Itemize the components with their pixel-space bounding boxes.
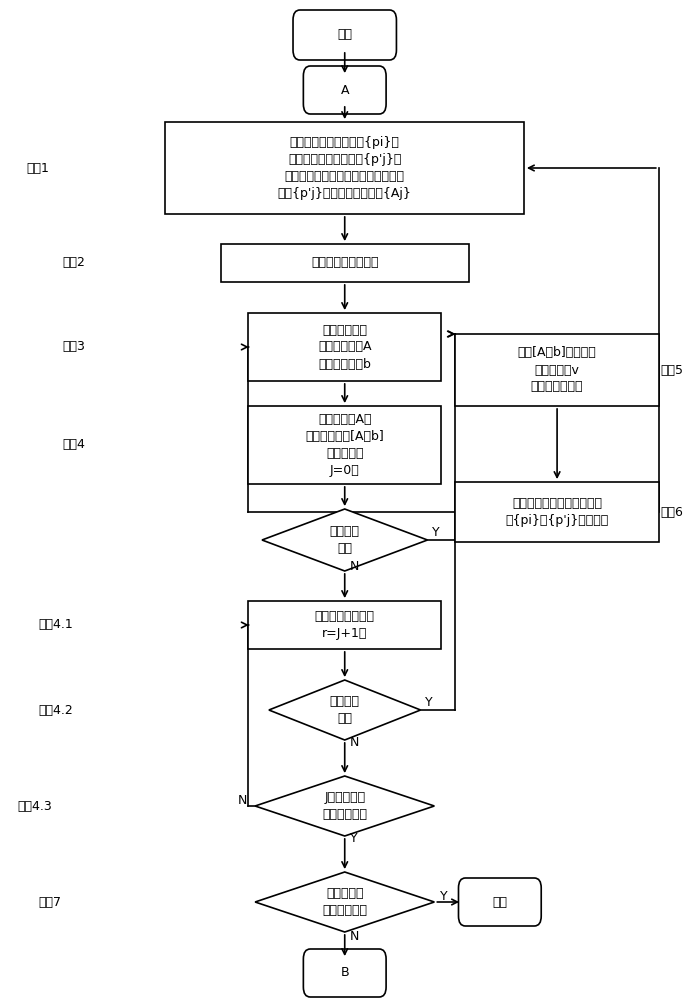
Text: 基准平面是
否符合要求？: 基准平面是 否符合要求？ bbox=[322, 887, 367, 917]
Text: Y: Y bbox=[350, 832, 357, 846]
Polygon shape bbox=[255, 872, 435, 932]
Bar bbox=[248, 601, 441, 649]
Bar bbox=[455, 482, 659, 542]
Text: N: N bbox=[350, 930, 359, 942]
Bar bbox=[248, 313, 441, 381]
Text: J是否为关键
序号集数目？: J是否为关键 序号集数目？ bbox=[322, 791, 367, 821]
Text: 步骤4.2: 步骤4.2 bbox=[38, 704, 72, 716]
Text: 建立基准状态元素集: 建立基准状态元素集 bbox=[311, 256, 379, 269]
Bar bbox=[455, 334, 659, 406]
Text: 根据[A，b]计算测点
的寻优方向v
（三参数形式）: 根据[A，b]计算测点 的寻优方向v （三参数形式） bbox=[518, 347, 596, 393]
Text: 步骤6: 步骤6 bbox=[660, 506, 683, 518]
FancyBboxPatch shape bbox=[304, 66, 386, 114]
Text: 秩是否相
等？: 秩是否相 等？ bbox=[330, 525, 359, 555]
Polygon shape bbox=[262, 509, 428, 571]
Text: N: N bbox=[237, 794, 247, 806]
Text: 根据关键点集
建立分析矩阵A
和分析列向量b: 根据关键点集 建立分析矩阵A 和分析列向量b bbox=[318, 324, 371, 370]
Text: 以追及问题求新的关键点，
对{pi}和{p'j}进行更新: 以追及问题求新的关键点， 对{pi}和{p'j}进行更新 bbox=[506, 497, 609, 527]
Text: 获取被测轴线的测点集{pi}；
获取基准平面的测点集{p'j}；
获得初始关键序号；设定边界位置；
根据{p'j}建立特征行向量集{Aj}: 获取被测轴线的测点集{pi}； 获取基准平面的测点集{p'j}； 获得初始关键序… bbox=[278, 136, 412, 200]
Text: 步骤3: 步骤3 bbox=[62, 340, 85, 354]
Text: 是否可去
除？: 是否可去 除？ bbox=[330, 695, 359, 725]
FancyBboxPatch shape bbox=[293, 10, 397, 60]
Text: A: A bbox=[340, 84, 349, 97]
Text: 步骤4.3: 步骤4.3 bbox=[17, 800, 52, 812]
Text: Y: Y bbox=[432, 526, 440, 538]
Polygon shape bbox=[255, 776, 435, 836]
FancyBboxPatch shape bbox=[304, 949, 386, 997]
Bar bbox=[221, 244, 469, 282]
Text: Y: Y bbox=[426, 696, 433, 708]
Bar bbox=[248, 406, 441, 484]
Text: Y: Y bbox=[440, 890, 448, 902]
Text: 结束: 结束 bbox=[493, 896, 507, 908]
Text: N: N bbox=[350, 560, 359, 574]
Text: B: B bbox=[340, 966, 349, 980]
Text: 步骤2: 步骤2 bbox=[62, 256, 85, 269]
Text: 步骤4: 步骤4 bbox=[62, 438, 85, 452]
Text: N: N bbox=[350, 736, 359, 750]
Text: 步骤4.1: 步骤4.1 bbox=[38, 618, 72, 632]
Text: 步骤1: 步骤1 bbox=[26, 161, 49, 174]
Polygon shape bbox=[269, 680, 421, 740]
Bar bbox=[166, 122, 524, 214]
Text: 步骤5: 步骤5 bbox=[660, 363, 684, 376]
Text: 步骤7: 步骤7 bbox=[38, 896, 61, 908]
Text: 对分析矩阵A及
增广分析矩阵[A，b]
进行秩分析
J=0；: 对分析矩阵A及 增广分析矩阵[A，b] 进行秩分析 J=0； bbox=[306, 413, 384, 477]
Text: 开始: 开始 bbox=[337, 28, 352, 41]
FancyBboxPatch shape bbox=[458, 878, 541, 926]
Text: 尝试去除关键点；
r=J+1；: 尝试去除关键点； r=J+1； bbox=[315, 610, 375, 640]
